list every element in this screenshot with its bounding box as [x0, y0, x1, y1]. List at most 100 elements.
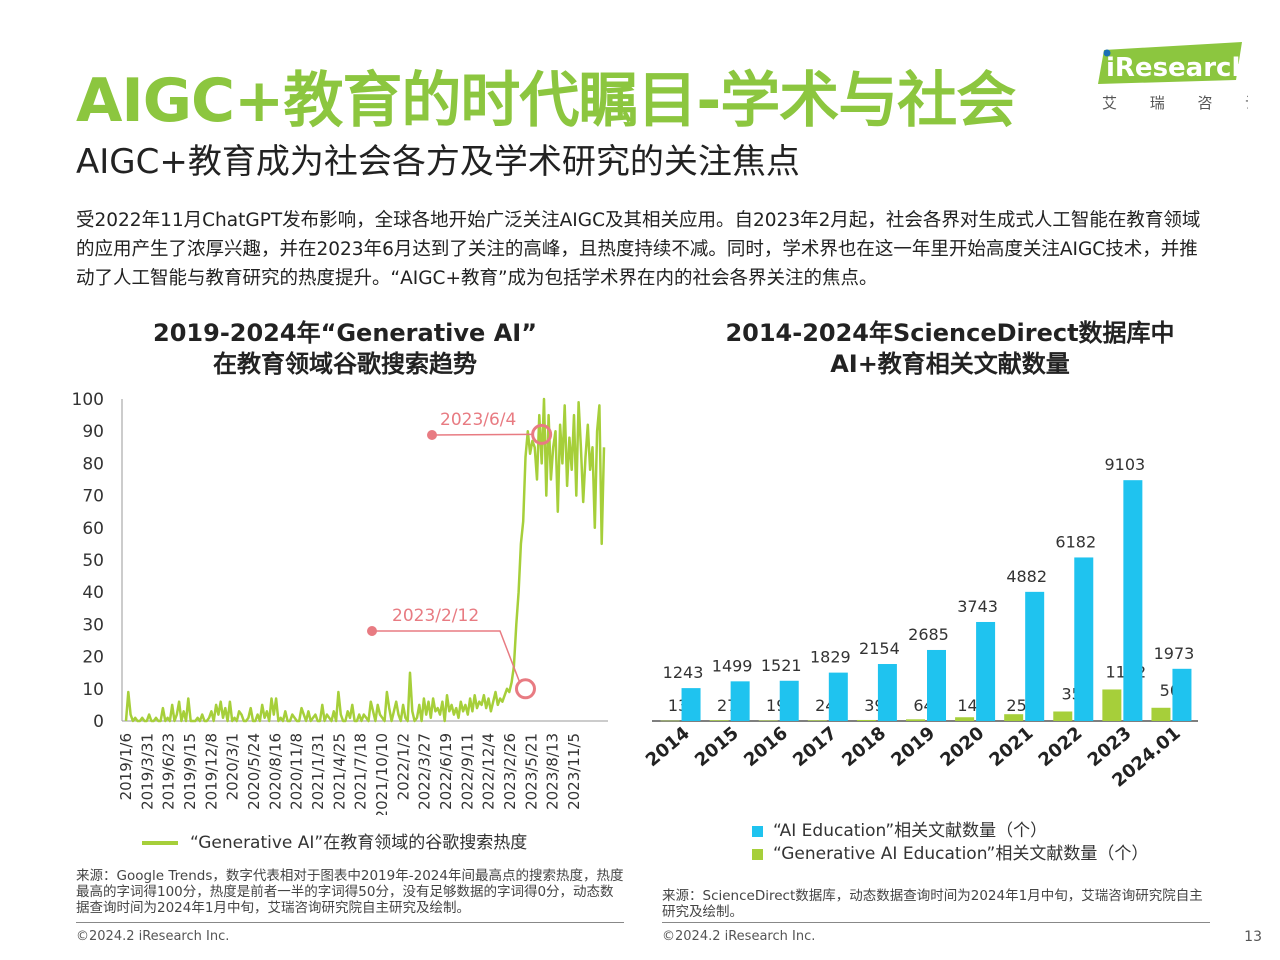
x-tick-label: 2019/9/15	[181, 733, 199, 810]
genai-education-bar	[906, 719, 925, 721]
bar-category-label: 2018	[838, 723, 890, 771]
bar-category-label: 2021	[986, 723, 1038, 771]
genai-education-bar	[807, 720, 827, 721]
ai-education-value-label: 9103	[1105, 455, 1146, 474]
x-tick-label: 2022/9/11	[458, 733, 476, 810]
x-tick-label: 2022/3/27	[416, 733, 434, 810]
y-tick-label: 90	[82, 422, 104, 442]
x-tick-label: 2019/3/31	[138, 733, 156, 810]
x-tick-label: 2022/1/2	[394, 733, 412, 800]
x-tick-label: 2022/12/4	[480, 733, 498, 810]
genai-education-bar	[660, 720, 680, 722]
genai-education-bar	[709, 720, 729, 721]
x-tick-label: 2019/1/6	[117, 733, 135, 800]
right-source-note: 来源：ScienceDirect数据库，动态数据查询时间为2024年1月中旬，艾…	[662, 888, 1203, 920]
genai-education-bar	[1004, 714, 1024, 721]
genai-education-bar	[1102, 689, 1122, 721]
bar-category-label: 2015	[691, 723, 743, 771]
y-tick-label: 80	[82, 454, 104, 474]
bar-chart-title-line1: 2014-2024年ScienceDirect数据库中	[725, 319, 1175, 347]
annotation-2023-2-12: 2023/2/12	[367, 606, 536, 700]
left-copyright: ©2024.2 iResearch Inc.	[76, 929, 230, 944]
ai-education-bar	[877, 664, 897, 721]
ai-education-bar	[1123, 480, 1143, 721]
ai-education-value-label: 1243	[663, 663, 704, 682]
x-tick-label: 2021/1/31	[309, 733, 327, 810]
line-chart-title-line1: 2019-2024年“Generative AI”	[153, 319, 537, 347]
x-tick-label: 2021/10/10	[373, 733, 391, 815]
bar-category-label: 2019	[887, 723, 939, 771]
x-tick-label: 2023/8/13	[544, 733, 562, 810]
x-tick-label: 2020/3/1	[224, 733, 242, 800]
page-title: AIGC+教育的时代瞩目-学术与社会	[76, 66, 1016, 136]
bar-chart: 1312432014271499201519152120162418292017…	[642, 455, 1198, 792]
annotation-2023-6-4: 2023/6/4	[427, 410, 553, 445]
x-tick-label: 2021/7/18	[352, 733, 370, 810]
annotation-label: 2023/6/4	[440, 410, 516, 430]
line-chart-legend: “Generative AI”在教育领域的谷歌搜索热度	[142, 828, 527, 853]
line-legend-label: “Generative AI”在教育领域的谷歌搜索热度	[190, 833, 528, 853]
ai-education-value-label: 2154	[859, 639, 900, 658]
ai-education-value-label: 1521	[761, 656, 802, 675]
bar-legend-item-ai-education: “AI Education”相关文献数量（个）	[752, 816, 1047, 841]
line-chart-title-line2: 在教育领域谷歌搜索趋势	[213, 350, 477, 378]
y-tick-label: 60	[82, 519, 104, 539]
legend-line-swatch	[142, 841, 178, 845]
bar-legend-label-2: “Generative AI Education”相关文献数量（个）	[773, 844, 1149, 864]
ai-education-bar	[730, 681, 750, 721]
logo-brand: iResearch	[1106, 53, 1248, 83]
y-tick-label: 10	[82, 680, 104, 700]
bar-chart-title-line2: AI+教育相关文献数量	[830, 350, 1070, 378]
genai-education-bar	[758, 720, 778, 721]
intro-paragraph: 受2022年11月ChatGPT发布影响，全球各地开始广泛关注AIGC及其相关应…	[76, 210, 1201, 289]
logo-chinese: 艾 瑞 咨 询	[1102, 94, 1248, 112]
legend-blue-swatch	[752, 825, 763, 837]
genai-education-bar	[856, 719, 876, 721]
x-tick-label: 2020/8/16	[266, 733, 284, 810]
right-footer-divider	[662, 922, 1210, 923]
bar-category-label: 2022	[1035, 723, 1087, 771]
bar-chart-title: 2014-2024年ScienceDirect数据库中 AI+教育相关文献数量	[690, 318, 1210, 380]
annotation-leader	[372, 630, 521, 683]
iresearch-logo: iResearch 艾 瑞 咨 询	[1098, 42, 1248, 112]
x-tick-label: 2020/11/8	[288, 733, 306, 810]
left-footer-divider	[76, 922, 624, 923]
ai-education-value-label: 6182	[1055, 532, 1096, 551]
ai-education-bar	[1025, 591, 1045, 721]
y-tick-label: 30	[82, 615, 104, 635]
ai-education-value-label: 3743	[957, 597, 998, 616]
genai-education-bar	[955, 717, 975, 721]
ai-education-value-label: 1973	[1154, 644, 1195, 663]
x-tick-label: 2023/11/5	[565, 733, 583, 810]
bar-legend-item-genai-education: “Generative AI Education”相关文献数量（个）	[752, 839, 1148, 864]
x-tick-label: 2021/4/25	[330, 733, 348, 810]
ai-education-value-label: 4882	[1006, 567, 1047, 586]
ai-education-bar	[681, 688, 701, 721]
genai-education-bar	[1151, 707, 1171, 721]
x-tick-label: 2023/2/26	[501, 733, 519, 810]
page-number: 13	[1244, 929, 1262, 945]
annotation-marker	[514, 678, 536, 700]
bar-legend-label-1: “AI Education”相关文献数量（个）	[773, 821, 1048, 841]
ai-education-bar	[976, 621, 996, 721]
bar-category-label: 2017	[789, 723, 841, 771]
y-tick-label: 0	[93, 712, 104, 732]
ai-education-bar	[779, 680, 799, 721]
x-tick-label: 2022/6/19	[437, 733, 455, 810]
annotation-label: 2023/2/12	[392, 606, 479, 626]
legend-green-swatch	[752, 848, 763, 860]
search-trend-line	[124, 397, 606, 723]
annotation-leader	[431, 433, 533, 436]
ai-education-value-label: 2685	[908, 625, 949, 644]
page-subtitle: AIGC+教育成为社会各方及学术研究的关注焦点	[76, 142, 800, 182]
x-tick-label: 2020/5/24	[245, 733, 263, 810]
y-tick-label: 70	[82, 487, 104, 507]
x-tick-label: 2023/5/21	[522, 733, 540, 810]
x-tick-label: 2019/6/23	[160, 733, 178, 810]
left-source-note: 来源：Google Trends，数字代表相对于图表中2019年-2024年间最…	[76, 868, 624, 916]
ai-education-value-label: 1499	[712, 656, 753, 675]
ai-education-bar	[1074, 557, 1094, 721]
y-tick-label: 40	[82, 583, 104, 603]
ai-education-bar	[828, 672, 848, 721]
